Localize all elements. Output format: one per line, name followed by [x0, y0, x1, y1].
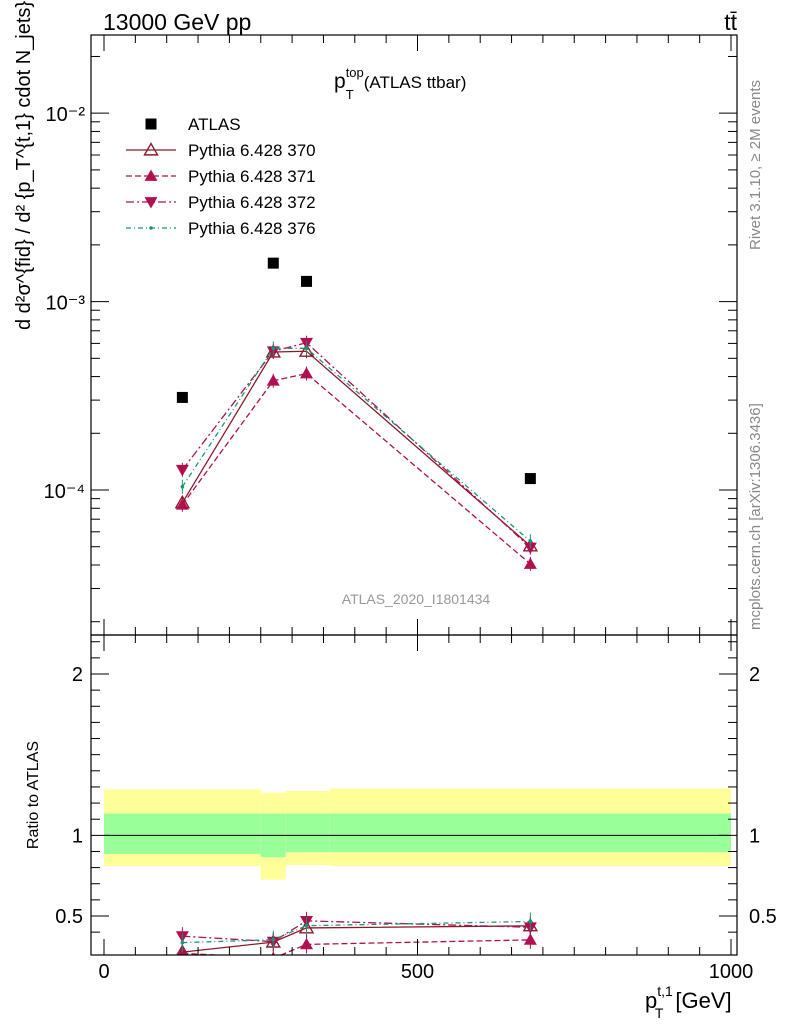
- ratio-series-pythia-6-428-371: [177, 930, 537, 955]
- ratio-point: [523, 933, 537, 945]
- ratio-tick-label-left: 0.5: [55, 906, 83, 928]
- ratio-line-pythia-6-428-370: [182, 925, 531, 953]
- y-tick-label: 10⁻³: [46, 293, 86, 315]
- ratio-tick-label-right: 0.5: [749, 906, 777, 928]
- ratio-point: [271, 937, 276, 942]
- series-pythia-6-428-370: [174, 343, 539, 553]
- series-pythia-6-428-376: [180, 341, 533, 549]
- plot-title-sub: T: [346, 87, 354, 102]
- legend-entry-pythia-6-428-372: Pythia 6.428 372: [126, 193, 316, 212]
- data-point: [523, 542, 537, 555]
- ratio-y-axis-label: Ratio to ATLAS: [25, 741, 42, 849]
- plot-title: ptop T (ATLAS ttbar): [334, 65, 466, 102]
- legend-label: ATLAS: [188, 115, 241, 134]
- data-point: [528, 539, 533, 543]
- rivet-version-label: Rivet 3.1.10, ≥ 2M events: [747, 80, 764, 250]
- main-y-axis-label: d d²σ^{fid} / d² {p_T^{t,1} cdot N_jets}…: [13, 0, 35, 330]
- legend-marker: [144, 197, 158, 209]
- analysis-label: ATLAS_2020_I1801434: [342, 591, 491, 607]
- header-right-label: tt̄: [724, 9, 737, 35]
- ratio-point: [300, 937, 314, 950]
- ratio-line-pythia-6-428-371: [182, 939, 531, 955]
- legend-entry-pythia-6-428-376: Pythia 6.428 376: [126, 219, 316, 238]
- series-pythia-6-428-371: [175, 366, 537, 571]
- main-panel: 10⁻⁴ 10⁻³ 10⁻² ptop T (ATLAS ttbar) ATLAS_20…: [13, 0, 738, 636]
- ratio-band-inner: [329, 813, 731, 853]
- data-point: [271, 346, 276, 351]
- x-axis-label-sub: T: [655, 1005, 664, 1021]
- ratio-panel: 0.5 0.5 1 1 2 2 0 500 1000 Ratio to ATLAS: [25, 634, 777, 983]
- data-point: [298, 343, 315, 357]
- data-point: [304, 346, 309, 351]
- legend-entry-pythia-6-428-371: Pythia 6.428 371: [126, 167, 316, 186]
- legend: ATLAS Pythia 6.428 370 Pythia 6.428 371 Pyt…: [126, 115, 316, 238]
- ratio-band-inner: [104, 813, 261, 854]
- plot-title-main: p: [334, 70, 346, 93]
- data-point: [175, 498, 189, 510]
- series-line-pythia-6-428-372: [181, 341, 531, 549]
- x-tick-label: 500: [401, 961, 434, 983]
- ratio-tick-label-right: 2: [749, 664, 760, 686]
- x-axis-label-unit: [GeV]: [675, 988, 731, 1013]
- ratio-tick-label-left: 2: [72, 664, 83, 686]
- series-pythia-6-428-372: [175, 335, 537, 555]
- y-tick-label: 10⁻⁴: [44, 481, 85, 503]
- data-point: [301, 275, 313, 287]
- data-point: [180, 484, 185, 489]
- ratio-series-pythia-6-428-376: [180, 912, 533, 952]
- ratio-line-pythia-6-428-376: [182, 920, 531, 944]
- data-point: [175, 464, 189, 477]
- legend-entry-atlas: ATLAS: [145, 115, 241, 134]
- ratio-series-pythia-6-428-372: [175, 911, 537, 951]
- ratio-band-inner: [285, 813, 330, 853]
- legend-label: Pythia 6.428 372: [188, 193, 316, 212]
- data-point: [523, 557, 537, 569]
- data-point: [524, 473, 536, 485]
- ratio-point: [180, 940, 185, 945]
- legend-marker: [145, 118, 157, 130]
- legend-marker: [149, 226, 153, 230]
- data-point: [266, 374, 280, 386]
- header-left-label: 13000 GeV pp: [103, 9, 251, 35]
- legend-label: Pythia 6.428 376: [188, 219, 316, 238]
- ratio-panel-frame: [90, 634, 738, 956]
- x-tick-label: 1000: [709, 961, 754, 983]
- legend-label: Pythia 6.428 371: [188, 167, 316, 186]
- series-line-pythia-6-428-376: [181, 347, 531, 542]
- x-axis-label-main: p: [645, 988, 657, 1013]
- y-tick-label: 10⁻²: [46, 104, 86, 126]
- series-line-pythia-6-428-371: [181, 372, 531, 565]
- series-line-pythia-6-428-370: [181, 350, 531, 547]
- x-axis-label-sup: t,1: [657, 983, 673, 999]
- mcplots-source-label: mcplots.cern.ch [arXiv:1306.3436]: [747, 403, 764, 630]
- legend-marker: [144, 169, 158, 181]
- data-point: [267, 257, 279, 269]
- data-point: [176, 391, 188, 403]
- series-atlas: [176, 257, 536, 485]
- main-y-axis-label-text: d d²σ^{fid} / d² {p_T^{t,1} cdot N_jets}…: [13, 0, 35, 330]
- plot-title-suffix: (ATLAS ttbar): [364, 73, 467, 92]
- ratio-series-group: [175, 911, 539, 955]
- legend-label: Pythia 6.428 370: [188, 141, 316, 160]
- legend-entry-pythia-6-428-370: Pythia 6.428 370: [126, 141, 316, 160]
- main-series-group: [174, 257, 539, 571]
- data-point: [300, 367, 314, 379]
- plot-title-sup: top: [346, 65, 364, 80]
- ratio-point: [304, 923, 309, 928]
- ratio-point: [528, 919, 533, 924]
- ratio-point: [176, 944, 189, 955]
- ratio-tick-label-right: 1: [749, 825, 760, 847]
- ratio-tick-label-left: 1: [72, 825, 83, 847]
- x-tick-label: 0: [98, 961, 109, 983]
- ratio-line-pythia-6-428-372: [182, 920, 531, 943]
- legend-marker: [143, 142, 159, 156]
- ratio-point: [271, 951, 276, 955]
- x-axis-label: pt,1 T [GeV]: [645, 983, 732, 1021]
